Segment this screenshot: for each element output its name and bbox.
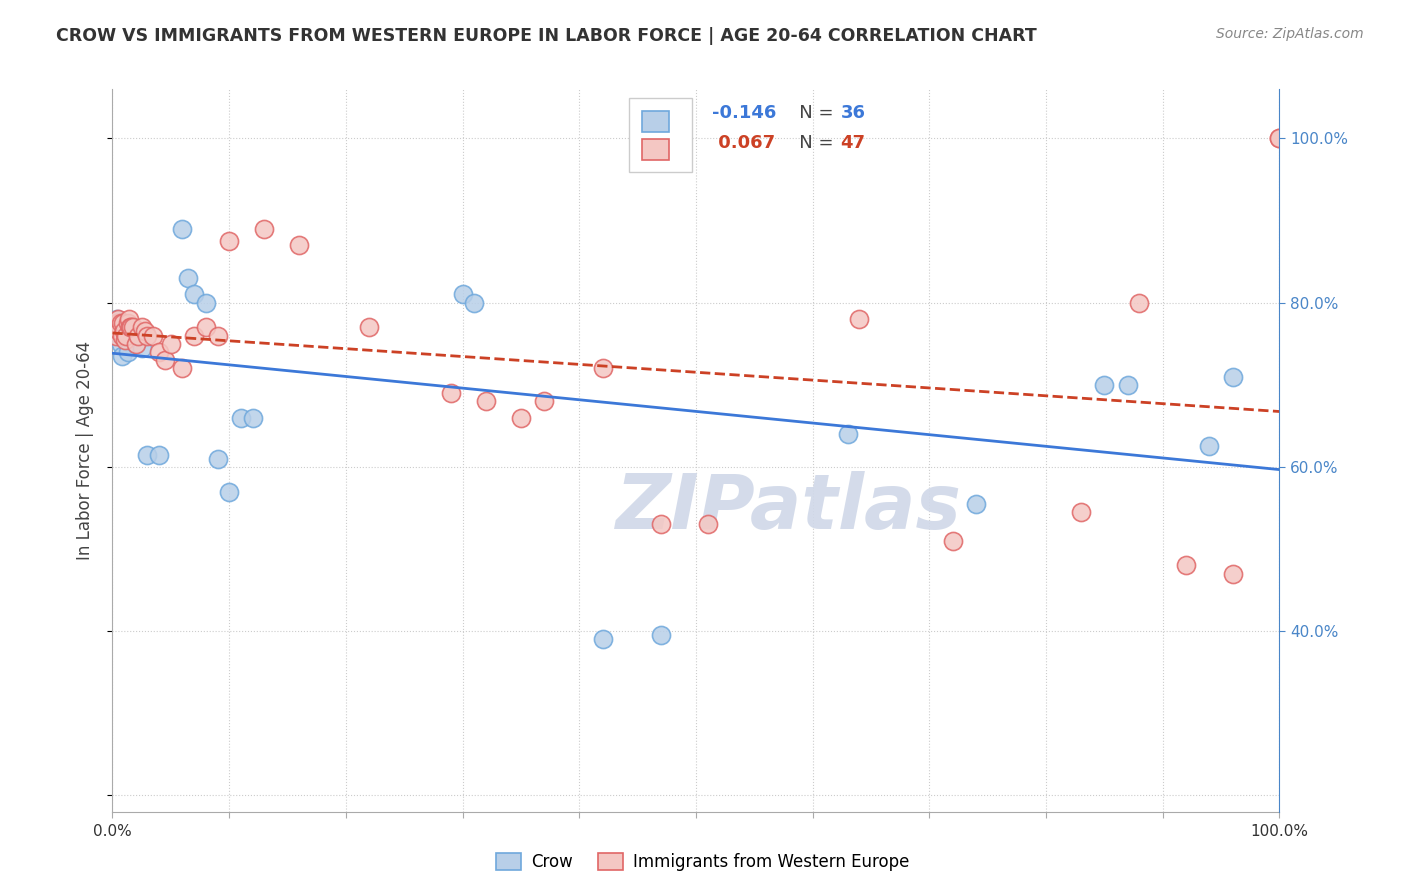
Crow bbox=[111, 349, 134, 363]
Immigrants from Western Europe bbox=[475, 394, 498, 409]
Crow bbox=[194, 295, 217, 310]
Immigrants from Western Europe bbox=[1175, 558, 1198, 573]
Crow bbox=[1222, 369, 1244, 384]
Immigrants from Western Europe bbox=[127, 328, 149, 343]
Crow bbox=[1094, 377, 1116, 392]
Immigrants from Western Europe bbox=[696, 517, 718, 532]
Crow bbox=[148, 448, 170, 462]
Immigrants from Western Europe bbox=[111, 328, 134, 343]
Crow bbox=[242, 410, 264, 425]
Immigrants from Western Europe bbox=[183, 328, 205, 343]
Crow bbox=[117, 345, 139, 359]
Crow bbox=[122, 328, 145, 343]
Crow bbox=[104, 320, 127, 334]
Crow bbox=[111, 320, 134, 334]
Crow bbox=[183, 287, 205, 301]
Text: 47: 47 bbox=[841, 134, 866, 152]
Crow bbox=[1116, 377, 1139, 392]
Crow bbox=[229, 410, 252, 425]
Immigrants from Western Europe bbox=[148, 345, 170, 359]
Immigrants from Western Europe bbox=[136, 328, 159, 343]
Immigrants from Western Europe bbox=[111, 316, 134, 330]
Crow bbox=[177, 271, 200, 285]
Crow bbox=[108, 328, 131, 343]
Immigrants from Western Europe bbox=[194, 320, 217, 334]
Crow bbox=[218, 484, 240, 499]
Crow bbox=[207, 451, 229, 466]
Immigrants from Western Europe bbox=[117, 316, 139, 330]
Immigrants from Western Europe bbox=[1268, 131, 1291, 145]
Text: CROW VS IMMIGRANTS FROM WESTERN EUROPE IN LABOR FORCE | AGE 20-64 CORRELATION CH: CROW VS IMMIGRANTS FROM WESTERN EUROPE I… bbox=[56, 27, 1038, 45]
Immigrants from Western Europe bbox=[134, 325, 156, 339]
Immigrants from Western Europe bbox=[650, 517, 672, 532]
Text: -0.146: -0.146 bbox=[713, 104, 776, 122]
Immigrants from Western Europe bbox=[110, 316, 132, 330]
Crow bbox=[592, 632, 614, 647]
Immigrants from Western Europe bbox=[125, 336, 148, 351]
Crow bbox=[107, 316, 129, 330]
Crow bbox=[650, 628, 672, 642]
Immigrants from Western Europe bbox=[533, 394, 555, 409]
Immigrants from Western Europe bbox=[131, 320, 153, 334]
Text: N =: N = bbox=[782, 134, 839, 152]
Immigrants from Western Europe bbox=[218, 234, 240, 248]
Text: ZIPatlas: ZIPatlas bbox=[616, 471, 962, 545]
Text: R =: R = bbox=[648, 134, 688, 152]
Crow bbox=[110, 336, 132, 351]
Text: R =: R = bbox=[648, 104, 688, 122]
Crow bbox=[125, 336, 148, 351]
Immigrants from Western Europe bbox=[1070, 505, 1092, 519]
Crow bbox=[463, 295, 485, 310]
Text: N =: N = bbox=[782, 104, 839, 122]
Crow bbox=[131, 341, 153, 355]
Crow bbox=[837, 427, 859, 442]
Immigrants from Western Europe bbox=[1222, 566, 1244, 581]
Immigrants from Western Europe bbox=[509, 410, 531, 425]
Immigrants from Western Europe bbox=[942, 533, 965, 548]
Crow bbox=[451, 287, 474, 301]
Immigrants from Western Europe bbox=[112, 325, 135, 339]
Immigrants from Western Europe bbox=[207, 328, 229, 343]
Immigrants from Western Europe bbox=[1128, 295, 1150, 310]
Text: Source: ZipAtlas.com: Source: ZipAtlas.com bbox=[1216, 27, 1364, 41]
Immigrants from Western Europe bbox=[118, 312, 141, 326]
Immigrants from Western Europe bbox=[107, 312, 129, 326]
Immigrants from Western Europe bbox=[253, 221, 276, 235]
Crow bbox=[115, 333, 138, 347]
Immigrants from Western Europe bbox=[118, 320, 141, 334]
Crow bbox=[112, 328, 135, 343]
Immigrants from Western Europe bbox=[153, 353, 176, 368]
Text: 0.067: 0.067 bbox=[713, 134, 776, 152]
Legend: Crow, Immigrants from Western Europe: Crow, Immigrants from Western Europe bbox=[488, 845, 918, 880]
Immigrants from Western Europe bbox=[114, 333, 136, 347]
Crow bbox=[172, 221, 194, 235]
Crow bbox=[1198, 439, 1220, 453]
Crow bbox=[120, 320, 142, 334]
Immigrants from Western Europe bbox=[105, 316, 128, 330]
Immigrants from Western Europe bbox=[359, 320, 381, 334]
Immigrants from Western Europe bbox=[122, 320, 145, 334]
Immigrants from Western Europe bbox=[120, 320, 142, 334]
Immigrants from Western Europe bbox=[142, 328, 165, 343]
Crow bbox=[118, 328, 141, 343]
Crow bbox=[114, 325, 136, 339]
Legend: , : , bbox=[628, 98, 692, 172]
Immigrants from Western Europe bbox=[848, 312, 870, 326]
Crow bbox=[965, 497, 987, 511]
Y-axis label: In Labor Force | Age 20-64: In Labor Force | Age 20-64 bbox=[76, 341, 94, 560]
Text: 36: 36 bbox=[841, 104, 866, 122]
Immigrants from Western Europe bbox=[115, 328, 138, 343]
Immigrants from Western Europe bbox=[1268, 131, 1291, 145]
Immigrants from Western Europe bbox=[160, 336, 183, 351]
Crow bbox=[136, 448, 159, 462]
Immigrants from Western Europe bbox=[288, 238, 311, 252]
Immigrants from Western Europe bbox=[108, 325, 131, 339]
Immigrants from Western Europe bbox=[440, 386, 463, 401]
Immigrants from Western Europe bbox=[592, 361, 614, 376]
Crow bbox=[105, 312, 128, 326]
Immigrants from Western Europe bbox=[104, 328, 127, 343]
Immigrants from Western Europe bbox=[172, 361, 194, 376]
